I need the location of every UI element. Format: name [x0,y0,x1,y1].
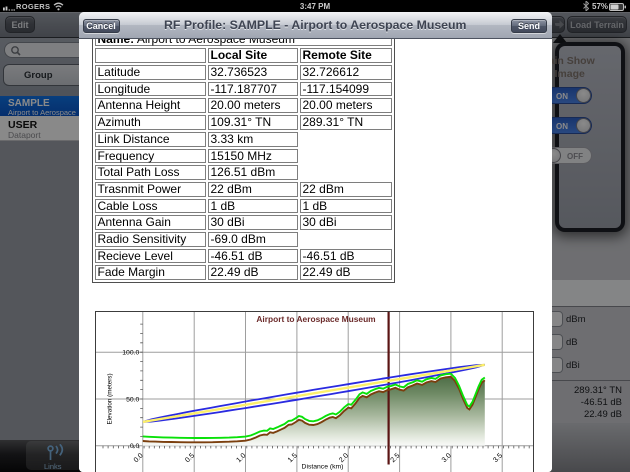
svg-text:Distance (km): Distance (km) [301,464,343,471]
svg-text:Elevation (meters): Elevation (meters) [106,373,113,424]
svg-text:100.0: 100.0 [122,350,139,357]
svg-text:50.0: 50.0 [126,396,139,403]
svg-text:0.0: 0.0 [129,443,139,450]
svg-text:Airport to Aerospace Museum: Airport to Aerospace Museum [256,314,375,324]
